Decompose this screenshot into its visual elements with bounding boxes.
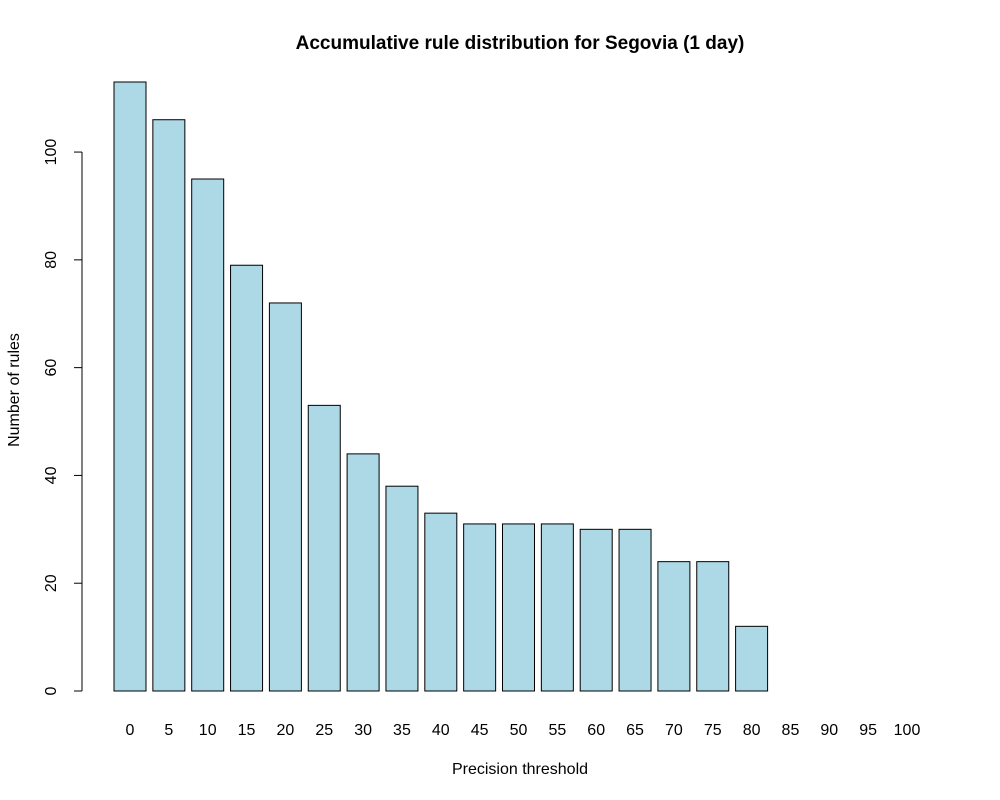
x-tick-label: 10 <box>199 722 217 739</box>
bar <box>152 119 186 692</box>
y-tick-label: 80 <box>43 251 60 269</box>
bars <box>113 81 769 692</box>
y-tick-label: 100 <box>43 139 60 166</box>
x-tick-label: 65 <box>626 722 644 739</box>
x-tick-label: 75 <box>704 722 722 739</box>
x-tick-label: 70 <box>665 722 683 739</box>
bar <box>696 561 730 692</box>
x-tick-label: 95 <box>859 722 877 739</box>
y-axis: 0 20 40 60 80 100 <box>43 139 83 695</box>
x-tick-label: 30 <box>354 722 372 739</box>
x-tick-label: 5 <box>164 722 173 739</box>
y-axis-label: Number of rules <box>6 333 23 447</box>
bar <box>463 523 497 692</box>
x-axis-label: Precision threshold <box>452 761 588 778</box>
x-tick-label: 40 <box>432 722 450 739</box>
x-tick-label: 20 <box>277 722 295 739</box>
y-tick-label: 60 <box>43 359 60 377</box>
x-tick-label: 0 <box>126 722 135 739</box>
bar <box>579 528 613 692</box>
x-tick-label: 90 <box>820 722 838 739</box>
bar <box>230 264 264 692</box>
y-tick-label: 0 <box>43 686 60 695</box>
bar <box>735 625 769 692</box>
bar <box>307 404 341 692</box>
bar <box>618 528 652 692</box>
y-tick-label: 20 <box>43 574 60 592</box>
bar <box>268 302 302 692</box>
bar <box>385 485 419 692</box>
bar <box>424 512 458 692</box>
bar <box>191 178 225 692</box>
bar <box>502 523 535 692</box>
x-tick-label: 15 <box>238 722 256 739</box>
y-tick-label: 40 <box>43 466 60 484</box>
x-tick-label: 25 <box>315 722 333 739</box>
x-tick-label: 50 <box>510 722 528 739</box>
x-tick-label: 55 <box>548 722 566 739</box>
x-tick-labels: 0 5 10 15 20 25 30 35 40 45 50 55 60 65 70 75 80 85 90 95 10… <box>126 722 921 739</box>
x-tick-label: 45 <box>471 722 489 739</box>
bar <box>540 523 574 692</box>
bar <box>657 561 691 692</box>
x-tick-label: 85 <box>782 722 800 739</box>
x-tick-label: 100 <box>894 722 921 739</box>
chart-title: Accumulative rule distribution for Segov… <box>296 33 745 54</box>
bar <box>346 453 380 692</box>
x-tick-label: 60 <box>587 722 605 739</box>
x-tick-label: 35 <box>393 722 411 739</box>
x-tick-label: 80 <box>743 722 761 739</box>
bar <box>113 81 147 692</box>
